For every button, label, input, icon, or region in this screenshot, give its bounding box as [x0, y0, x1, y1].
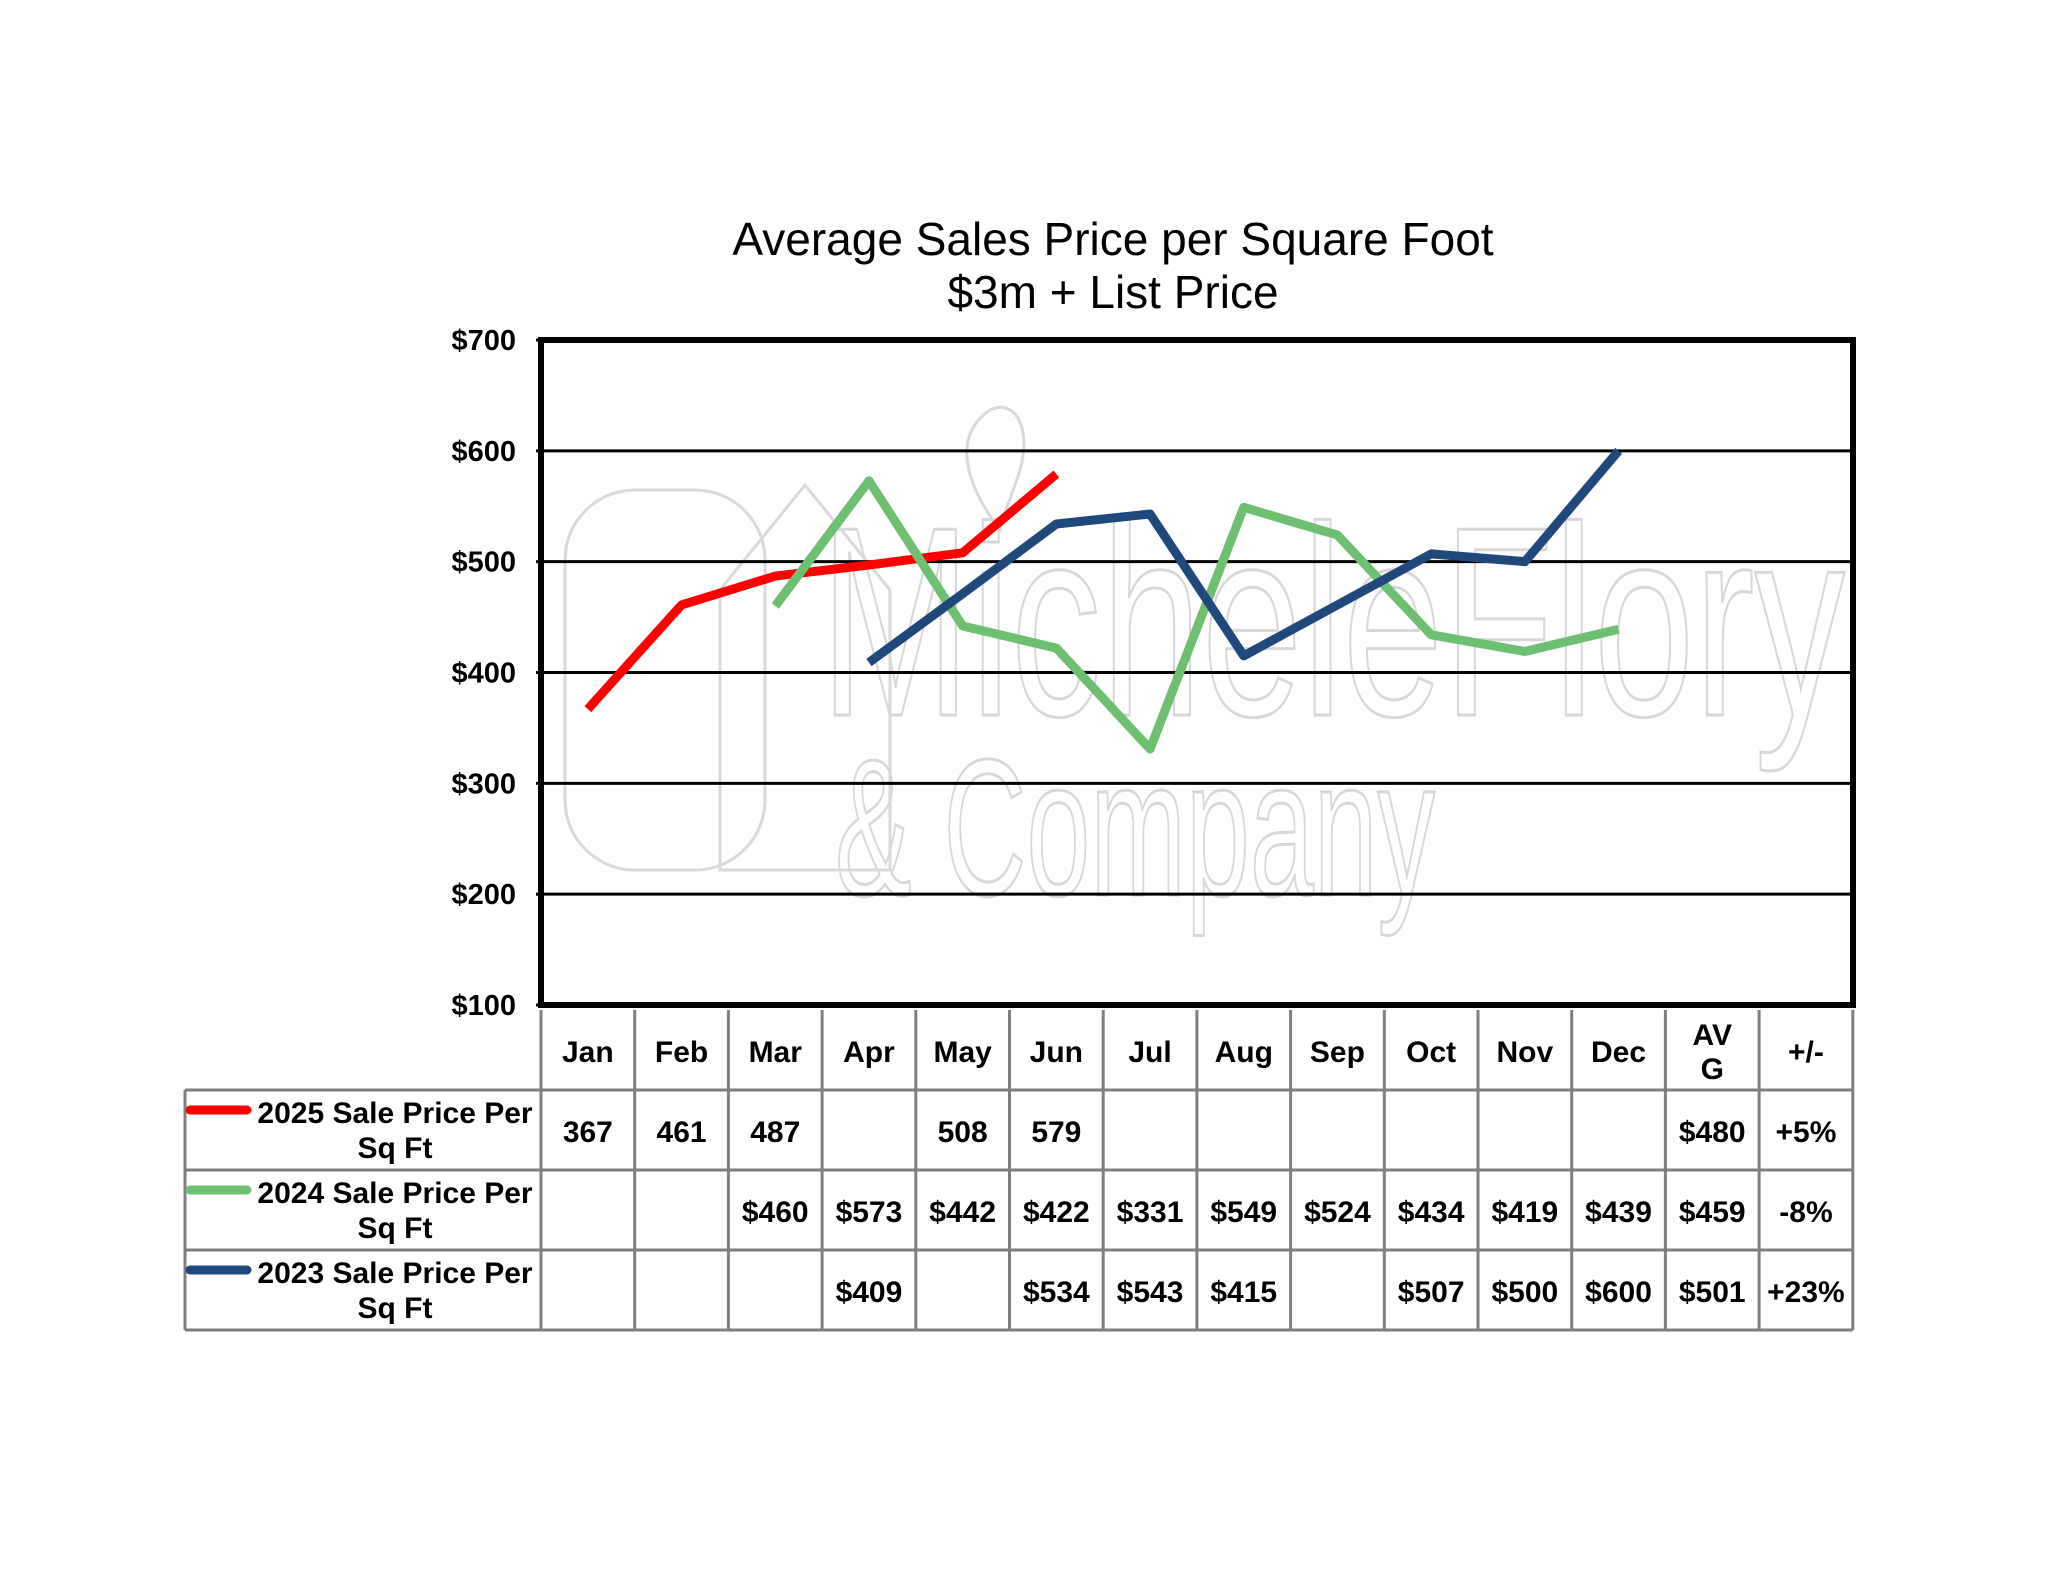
watermark-line-2: & Company: [835, 719, 1435, 937]
table-cell: $549: [1210, 1196, 1277, 1229]
table-header-cell: Apr: [843, 1036, 895, 1069]
table-header-cell: +/-: [1788, 1036, 1824, 1069]
legend-label-line-1: 2025 Sale Price Per: [257, 1097, 533, 1130]
table-cell: $459: [1679, 1196, 1746, 1229]
table-header-cell: AV: [1693, 1019, 1732, 1052]
table-cell: $442: [929, 1196, 996, 1229]
legend-label-line-2: Sq Ft: [358, 1132, 433, 1165]
table-header-cell: Feb: [655, 1036, 708, 1069]
chart-title: Average Sales Price per Square Foot: [732, 213, 1493, 265]
y-tick-label: $600: [451, 436, 516, 468]
watermark: MicheleFlory& Company: [563, 405, 1847, 939]
series-line-1: [771, 476, 1620, 754]
table-header-cell: Aug: [1215, 1036, 1273, 1069]
grid: [541, 449, 1853, 896]
table-header-cell: Nov: [1497, 1036, 1554, 1069]
table-cell: $422: [1023, 1196, 1090, 1229]
chart-subtitle: $3m + List Price: [947, 266, 1278, 318]
table-cell: 487: [750, 1116, 800, 1149]
table-cell: $409: [836, 1276, 903, 1309]
series-line-0: [584, 470, 1060, 713]
table-cell: $460: [742, 1196, 809, 1229]
table-header-cell: Jul: [1128, 1036, 1171, 1069]
table-cell: $331: [1117, 1196, 1184, 1229]
table-cell: -8%: [1779, 1196, 1832, 1229]
table-cell: 461: [657, 1116, 707, 1149]
table-cell: 367: [563, 1116, 613, 1149]
table-cell: $573: [836, 1196, 903, 1229]
table-cell: $600: [1585, 1276, 1652, 1309]
table-header-cell: G: [1701, 1053, 1724, 1086]
table-cell: $434: [1398, 1196, 1465, 1229]
table-cell: +5%: [1776, 1116, 1837, 1149]
table-header-cell: Oct: [1406, 1036, 1456, 1069]
y-tick-label: $300: [451, 768, 516, 800]
table-cell: $543: [1117, 1276, 1184, 1309]
data-table: Jan Feb Mar Apr May Jun Jul Aug Sep Oct Nov Dec AVG +…: [183, 1010, 1855, 1332]
watermark-line-1: MicheleFlory: [820, 472, 1845, 774]
table-header-cell: May: [933, 1036, 992, 1069]
table-cell: $501: [1679, 1276, 1746, 1309]
y-tick-label: $500: [451, 547, 516, 579]
table-cell: 579: [1031, 1116, 1081, 1149]
legend-label-line-1: 2024 Sale Price Per: [257, 1177, 533, 1210]
table-header-cell: Jan: [562, 1036, 614, 1069]
series-line-2: [866, 447, 1622, 667]
table-cell: $534: [1023, 1276, 1090, 1309]
table-header-cell: Sep: [1310, 1036, 1365, 1069]
y-tick-label: $700: [451, 325, 516, 357]
table-header-cell: Jun: [1030, 1036, 1083, 1069]
table-cell: +23%: [1767, 1276, 1845, 1309]
table-header-cell: Mar: [749, 1036, 803, 1069]
table-cell: $419: [1491, 1196, 1558, 1229]
legend-label-line-1: 2023 Sale Price Per: [257, 1257, 533, 1290]
watermark-logo-icon: [563, 488, 767, 872]
series-lines: [584, 447, 1622, 754]
watermark-house-icon: [718, 482, 892, 872]
axes: $100 $200 $300 $400 $500 $600 $700: [451, 325, 1856, 1022]
y-tick-label: $400: [451, 658, 516, 690]
table-cell: $439: [1585, 1196, 1652, 1229]
y-tick-label: $200: [451, 879, 516, 911]
table-cell: 508: [938, 1116, 988, 1149]
table-cell: $415: [1210, 1276, 1277, 1309]
table-cell: $500: [1491, 1276, 1558, 1309]
legend-label-line-2: Sq Ft: [358, 1212, 433, 1245]
legend-label-line-2: Sq Ft: [358, 1292, 433, 1325]
table-cell: $524: [1304, 1196, 1371, 1229]
table-cell: $480: [1679, 1116, 1746, 1149]
y-tick-label: $100: [451, 990, 516, 1022]
table-cell: $507: [1398, 1276, 1465, 1309]
table-header-cell: Dec: [1591, 1036, 1646, 1069]
watermark-leaf-icon: [965, 405, 1026, 534]
